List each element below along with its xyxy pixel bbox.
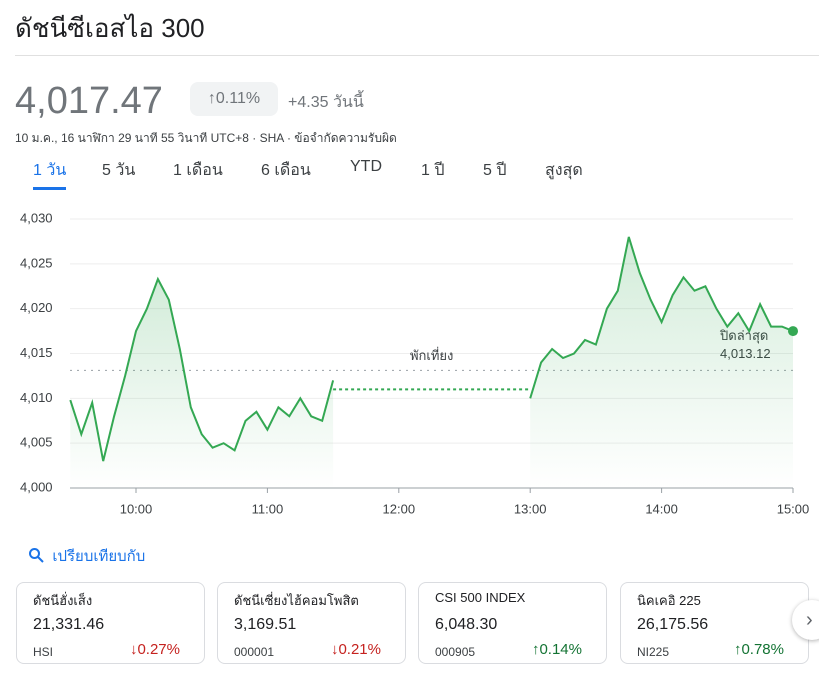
next-button[interactable]: › xyxy=(792,600,819,640)
card-price: 3,169.51 xyxy=(234,616,297,633)
divider xyxy=(15,55,819,56)
last-point xyxy=(788,326,798,337)
tab[interactable]: 6 เดือน xyxy=(261,162,311,179)
card-change-value: 0.14% xyxy=(539,641,582,658)
area xyxy=(530,236,793,488)
arrow: ↑ xyxy=(733,641,742,658)
arrow: ↑ xyxy=(531,641,540,658)
compare-link[interactable]: เปรียบเทียบกับ xyxy=(28,544,145,568)
y-tick-label: 4,000 xyxy=(20,479,53,494)
card[interactable]: ดัชนีเซี่ยงไฮ้คอมโพสิต 3,169.51 000001 ↓0.2… xyxy=(217,582,406,664)
card-price: 21,331.46 xyxy=(33,616,105,633)
period: วันนี้ xyxy=(332,94,364,111)
card-change: ↓0.21% xyxy=(331,641,381,658)
area xyxy=(70,279,334,488)
x-tick-label: 10:00 xyxy=(120,501,153,516)
card[interactable]: ดัชนีฮั่งเส็ง 21,331.46 HSI ↓0.27% xyxy=(16,582,205,664)
y-tick-label: 4,005 xyxy=(20,435,53,450)
card-change-value: 0.21% xyxy=(338,641,381,658)
tab[interactable]: 1 ปี xyxy=(421,162,445,179)
card-price: 26,175.56 xyxy=(637,616,709,633)
x-tick-label: 14:00 xyxy=(645,501,678,516)
tab[interactable]: YTD xyxy=(350,158,382,175)
card-code: HSI xyxy=(33,645,54,659)
tab[interactable]: 5 ปี xyxy=(483,162,507,179)
tabs: 1 วัน 5 วัน 1 เดือน 6 เดือน YTD 1 ปี 5 ปี สูงสุ… xyxy=(0,158,819,190)
card-name: ดัชนีฮั่งเส็ง xyxy=(33,593,93,608)
card-code: NI225 xyxy=(637,645,670,659)
x-tick-label: 11:00 xyxy=(252,501,284,516)
card-change-value: 0.27% xyxy=(137,641,180,658)
card-code: 000905 xyxy=(435,645,476,659)
y-tick-label: 4,025 xyxy=(20,255,53,270)
y-tick-label: 4,010 xyxy=(20,390,53,405)
title: ดัชนีซีเอสไอ 300 xyxy=(15,13,205,43)
card-name: นิคเคอิ 225 xyxy=(637,593,701,608)
compare-title: เปรียบเทียบกับ xyxy=(52,548,146,565)
card-name: ดัชนีเซี่ยงไฮ้คอมโพสิต xyxy=(234,593,359,608)
meta: 10 ม.ค., 16 นาฬิกา 29 นาที 55 วินาที UTC… xyxy=(15,131,397,145)
x-tick-label: 12:00 xyxy=(383,501,416,516)
break-label: พักเที่ยง xyxy=(410,347,453,363)
y-tick-label: 4,015 xyxy=(20,345,53,360)
y-tick-label: 4,030 xyxy=(20,210,53,225)
arrow: ↓ xyxy=(330,641,339,658)
line xyxy=(69,276,335,462)
card-code: 000001 xyxy=(234,645,275,659)
change-chip: ↑0.11% xyxy=(190,82,278,116)
change-abs: +4.35 วันนี้ xyxy=(288,90,364,115)
card[interactable]: CSI 500 INDEX 6,048.30 000905 ↑0.14% xyxy=(418,582,607,664)
tab[interactable]: 1 วัน xyxy=(33,158,67,190)
line xyxy=(529,236,794,399)
arrow: ↓ xyxy=(129,641,138,658)
y-tick-label: 4,020 xyxy=(20,300,53,315)
card-change: ↓0.27% xyxy=(130,641,180,658)
tab[interactable]: สูงสุด xyxy=(545,162,583,179)
change-pct: 0.11% xyxy=(215,90,261,107)
change-value: +4.35 xyxy=(288,94,329,111)
card-name: CSI 500 INDEX xyxy=(435,590,526,605)
chart: 4,000 4,005 4,010 4,015 4,020 4,025 4,030 10:00… xyxy=(20,210,810,516)
tab[interactable]: 5 วัน xyxy=(102,162,136,179)
card-price: 6,048.30 xyxy=(435,616,498,633)
card-change: ↑0.78% xyxy=(734,641,784,658)
price: 4,017.47 xyxy=(15,80,163,122)
card[interactable]: นิคเคอิ 225 26,175.56 NI225 ↑0.78% xyxy=(620,582,809,664)
card-change-value: 0.78% xyxy=(741,641,784,658)
search-icon xyxy=(29,548,44,563)
tab[interactable]: 1 เดือน xyxy=(173,162,223,179)
card-change: ↑0.14% xyxy=(532,641,582,658)
x-tick-label: 15:00 xyxy=(777,501,810,516)
x-tick-label: 13:00 xyxy=(514,501,547,516)
